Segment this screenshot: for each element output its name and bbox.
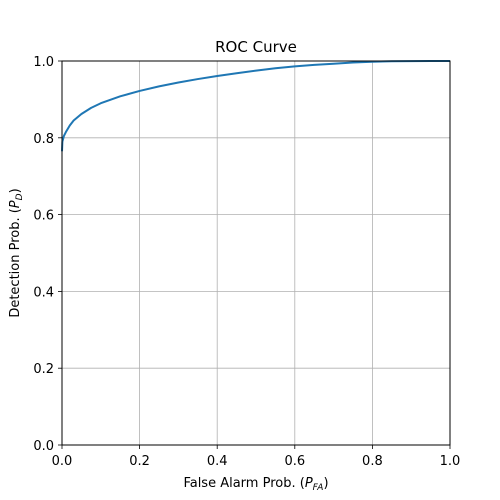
x-axis-label: False Alarm Prob. (PFA) [183, 476, 328, 493]
y-tick-label: 0.2 [33, 362, 54, 377]
chart-title: ROC Curve [215, 38, 297, 56]
x-tick-label: 0.6 [284, 454, 305, 469]
x-axis-label-close: ) [323, 476, 328, 491]
x-tick-label: 0.2 [129, 454, 150, 469]
roc-curve-line [61, 60, 450, 152]
series-layer [61, 60, 450, 152]
y-tick-label: 0.6 [33, 209, 54, 224]
y-axis-label: Detection Prob. (PD) [8, 188, 25, 317]
x-tick-label: 0.8 [362, 454, 383, 469]
x-tick-label: 1.0 [440, 454, 461, 469]
ticks: 0.0 0.2 0.4 0.6 0.8 1.0 0.0 0.2 0.4 0.6 0.8 1.0 [33, 55, 460, 469]
x-axis-label-subscript: FA [313, 483, 324, 493]
y-axis-label-close: ) [8, 188, 23, 193]
x-axis-label-main: False Alarm Prob. ( [183, 476, 304, 491]
plot-frame [61, 60, 451, 446]
y-axis-label-main: Detection Prob. ( [8, 208, 23, 318]
y-axis-label-subscript: D [15, 193, 25, 200]
y-tick-label: 0.4 [33, 285, 54, 300]
y-axis-label-symbol: P [8, 200, 23, 208]
x-axis-label-symbol: P [305, 476, 313, 491]
y-tick-label: 0.8 [33, 132, 54, 147]
x-tick-label: 0.0 [52, 454, 73, 469]
y-tick-label: 0.0 [33, 439, 54, 454]
x-tick-label: 0.4 [207, 454, 228, 469]
y-tick-label: 1.0 [33, 55, 54, 70]
